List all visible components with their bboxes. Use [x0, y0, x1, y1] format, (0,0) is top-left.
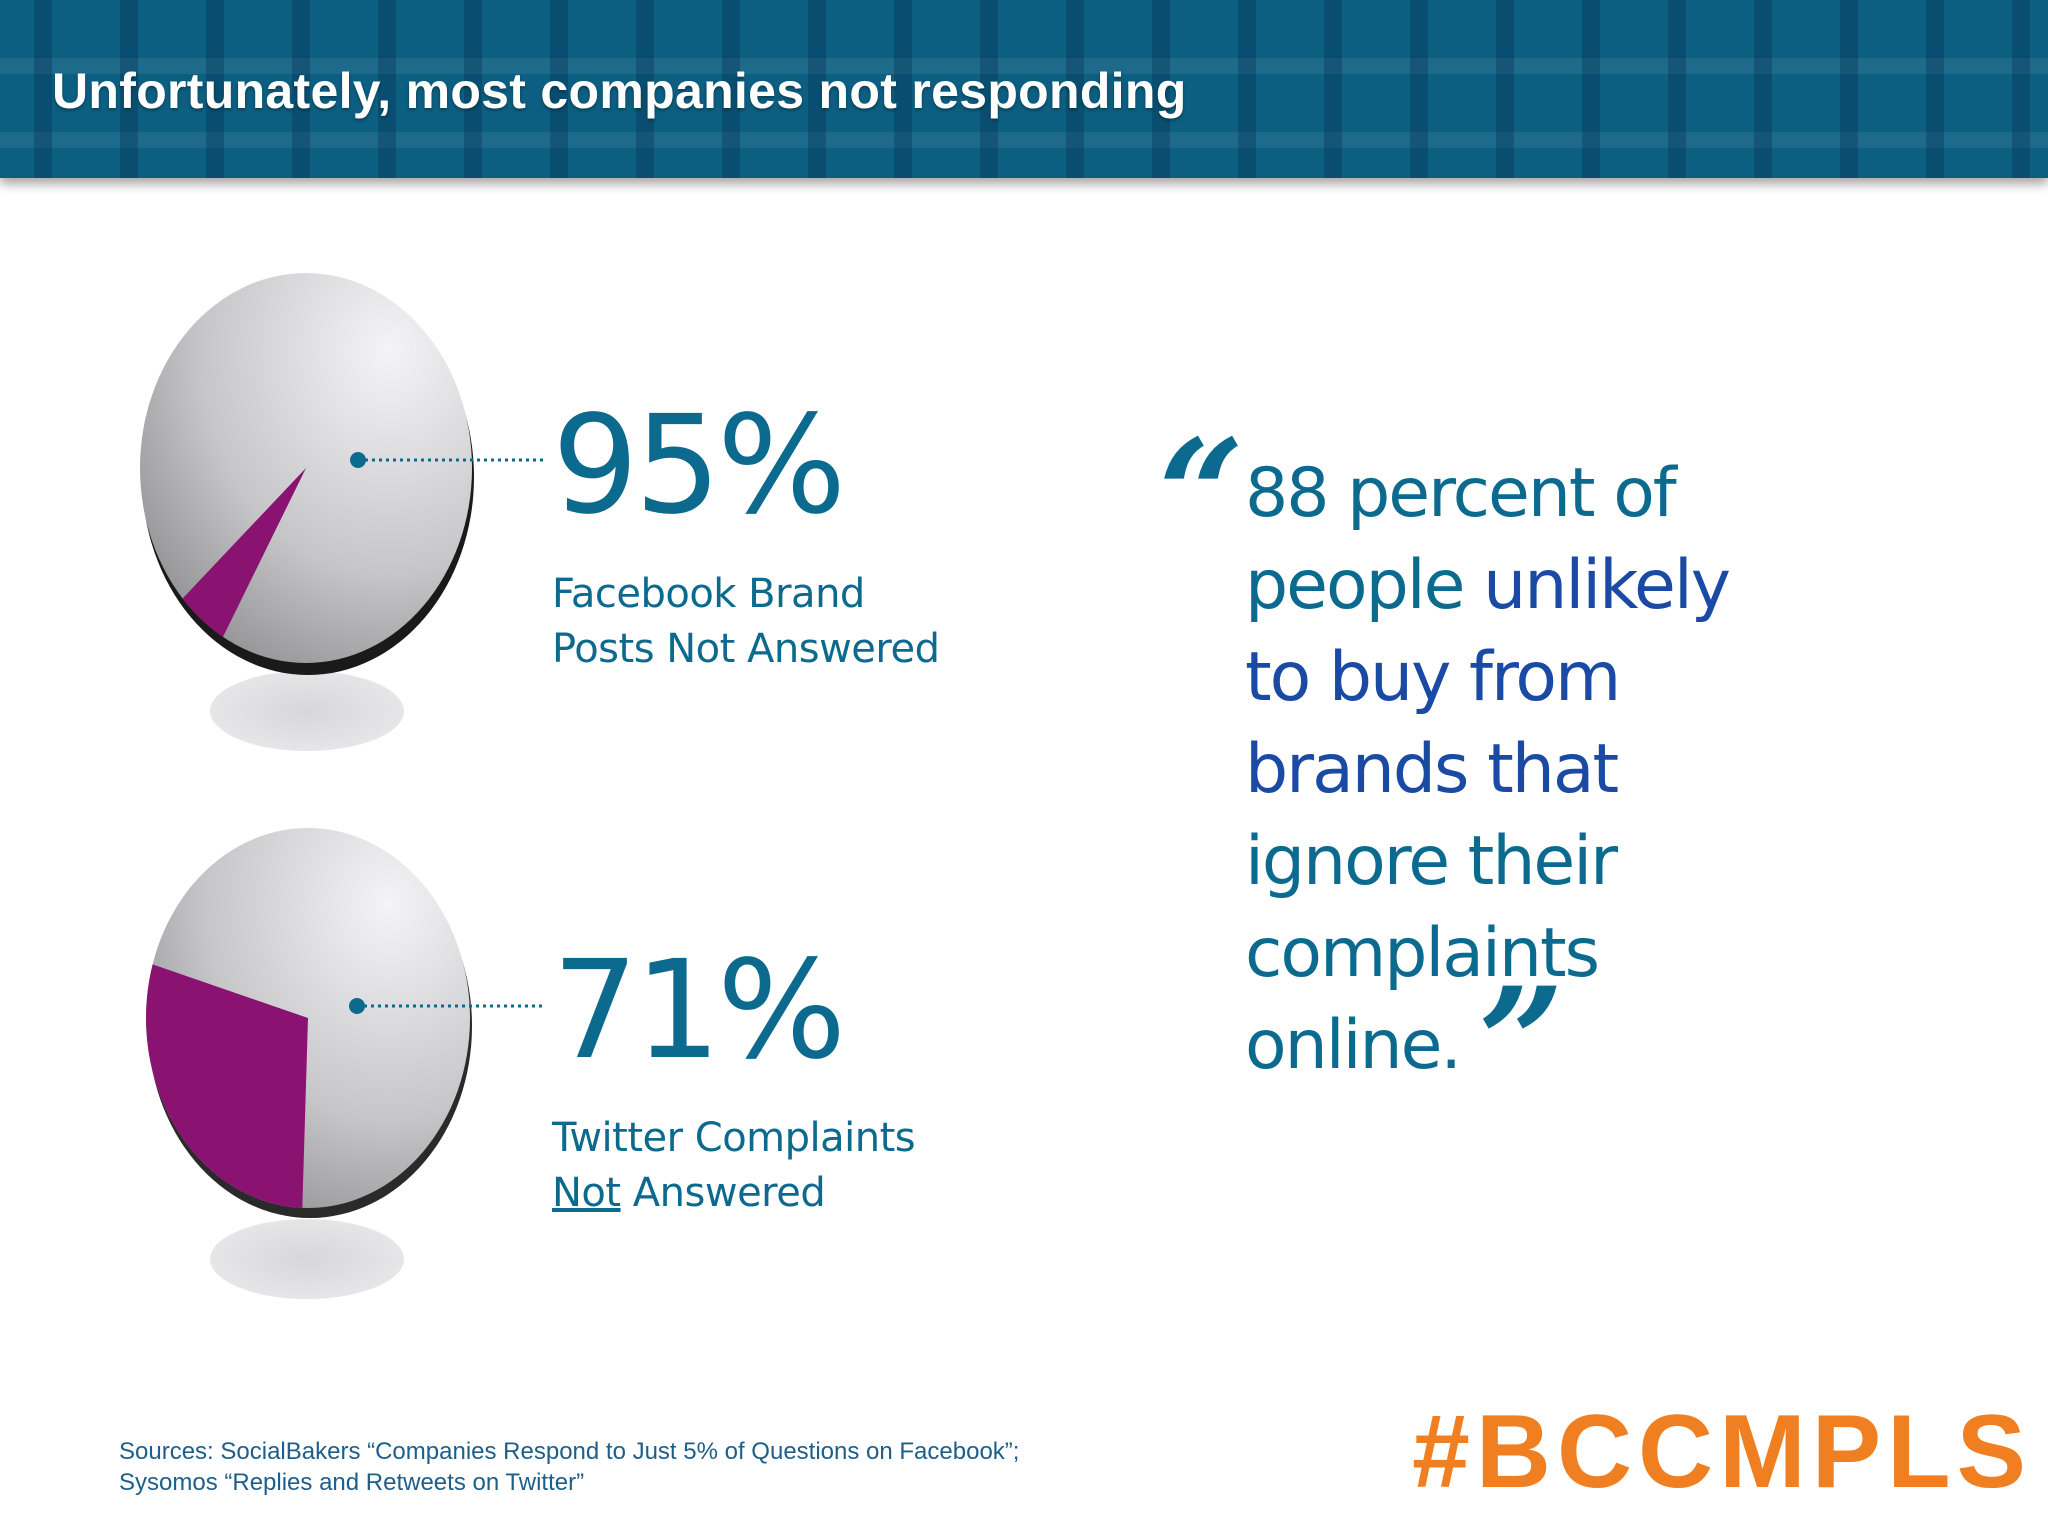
quote-line-5: ignore their: [1245, 822, 1618, 901]
pie-center-dot: [349, 998, 365, 1014]
quote-line-2: people unlikely: [1245, 540, 1805, 632]
pie-center-dot: [350, 452, 366, 468]
quote-word-unlikely: unlikely: [1483, 546, 1731, 625]
sources-note: Sources: SocialBakers “Companies Respond…: [119, 1436, 1019, 1498]
quote-line-6: complaints: [1245, 914, 1600, 993]
page-title: Unfortunately, most companies not respon…: [52, 63, 1187, 119]
quote-line-4: brands that: [1245, 730, 1619, 809]
twitter-percentage: 71%: [552, 932, 846, 1090]
quote-line-3: to buy from: [1245, 638, 1621, 717]
twitter-caption-line-2-rest: Answered: [632, 1170, 826, 1216]
pie-shadow: [210, 1219, 404, 1299]
quote-word-people: people: [1245, 546, 1465, 625]
facebook-caption: Facebook Brand Posts Not Answered: [552, 567, 940, 677]
twitter-caption: Twitter Complaints Not Answered: [552, 1111, 916, 1221]
twitter-caption-underlined-word: Not: [552, 1170, 621, 1216]
quote-line-1: 88 percent of: [1245, 454, 1677, 533]
pie-slice-answered: [146, 964, 308, 1208]
quote-text: 88 percent of people unlikely to buy fro…: [1245, 448, 1805, 1092]
twitter-caption-line-1: Twitter Complaints: [552, 1115, 916, 1161]
header-banner: Unfortunately, most companies not respon…: [0, 0, 2048, 178]
twitter-pie-chart: [146, 828, 545, 1299]
pie-shadow: [210, 671, 404, 751]
facebook-caption-line-1: Facebook Brand: [552, 571, 865, 617]
open-quote-icon: “: [1158, 407, 1245, 583]
quote-line-7: online.: [1245, 1006, 1462, 1085]
twitter-caption-line-2: Not Answered: [552, 1166, 915, 1221]
close-quote-icon: ”: [1478, 955, 1565, 1131]
sources-line-2: Sysomos “Replies and Retweets on Twitter…: [119, 1469, 585, 1496]
facebook-percentage: 95%: [552, 387, 846, 545]
sources-line-1: Sources: SocialBakers “Companies Respond…: [119, 1438, 1020, 1465]
pie-slice-answered: [182, 468, 306, 637]
facebook-caption-line-2: Posts Not Answered: [552, 626, 940, 672]
facebook-pie-chart: [140, 273, 545, 751]
hashtag-logo: #BCCMPLS: [1412, 1394, 2033, 1510]
